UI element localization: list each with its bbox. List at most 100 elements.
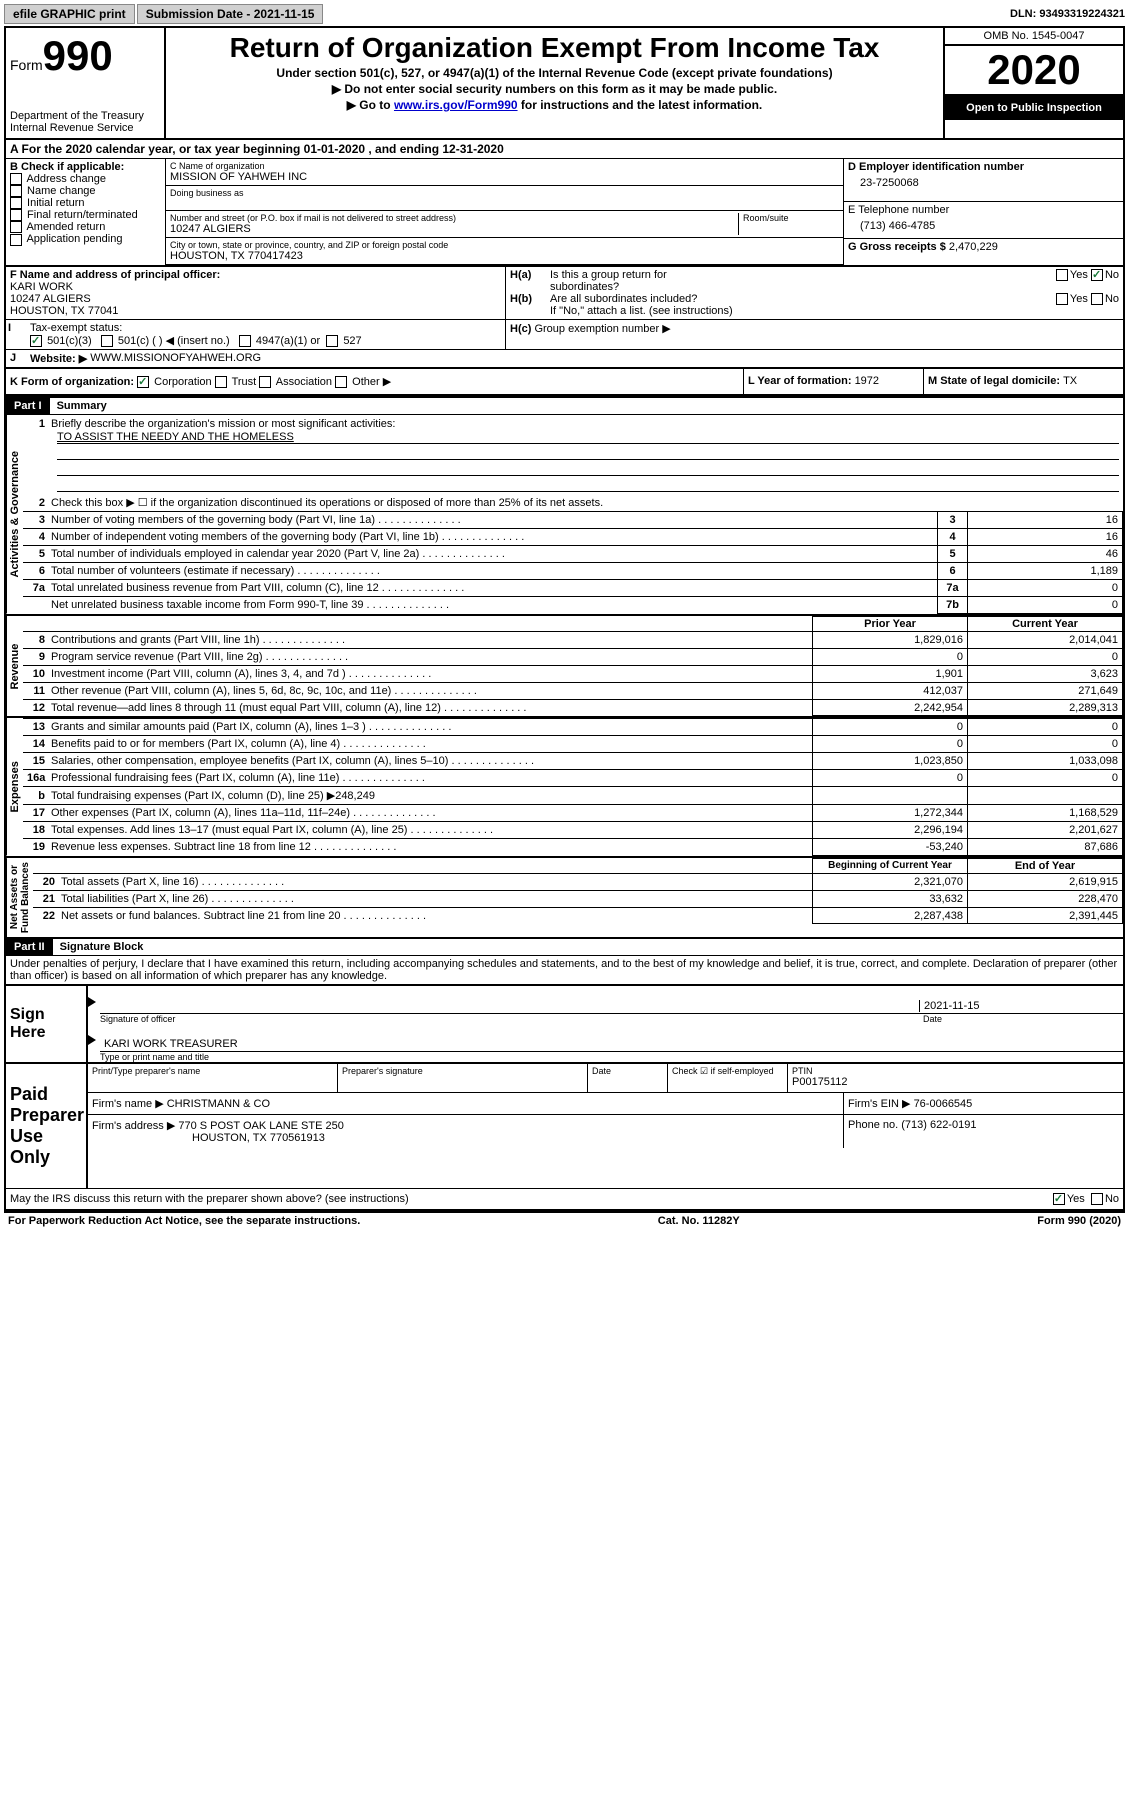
opt-501c3: 501(c)(3) [47, 335, 92, 347]
sig-date: 2021-11-15 [919, 1000, 1119, 1012]
4947-checkbox[interactable] [239, 335, 251, 347]
exp-row: bTotal fundraising expenses (Part IX, co… [23, 787, 1123, 805]
hb-text: Are all subordinates included? [550, 293, 1056, 305]
colb-checkbox[interactable] [10, 173, 22, 185]
entity-block: B Check if applicable: Address change Na… [6, 159, 1123, 267]
colb-checkbox[interactable] [10, 221, 22, 233]
colb-checkbox[interactable] [10, 209, 22, 221]
dba-cell: Doing business as [166, 186, 843, 211]
yes-label3: Yes [1067, 1193, 1085, 1205]
activities-section: Activities & Governance 1 Briefly descri… [6, 415, 1123, 616]
revenue-table: Prior YearCurrent Year 8Contributions an… [23, 616, 1123, 717]
activities-vlabel: Activities & Governance [6, 415, 23, 614]
yes-label: Yes [1070, 269, 1088, 281]
hc-cell: H(c) Group exemption number ▶ [506, 320, 1123, 349]
efile-button[interactable]: efile GRAPHIC print [4, 4, 135, 24]
col-l: L Year of formation: 1972 [743, 369, 923, 394]
colb-checkbox[interactable] [10, 185, 22, 197]
firm-ein: 76-0066545 [914, 1098, 973, 1110]
netassets-section: Net Assets or Fund Balances Beginning of… [6, 858, 1123, 939]
tax-year: 2020 [945, 46, 1123, 96]
prep-date-label: Date [588, 1064, 668, 1092]
dept-label: Department of the Treasury Internal Reve… [10, 110, 160, 134]
column-c: C Name of organization MISSION OF YAHWEH… [166, 159, 843, 265]
col-l-label: L Year of formation: [748, 375, 855, 387]
discuss-yes-checkbox[interactable] [1053, 1193, 1065, 1205]
ha-no-checkbox[interactable] [1091, 269, 1103, 281]
gov-row: 3Number of voting members of the governi… [23, 512, 1123, 529]
501c-checkbox[interactable] [101, 335, 113, 347]
col-m-label: M State of legal domicile: [928, 375, 1063, 387]
tax-exempt-label: Tax-exempt status: [30, 322, 122, 334]
officer-cell: F Name and address of principal officer:… [6, 267, 506, 319]
mission-text: TO ASSIST THE NEEDY AND THE HOMELESS [57, 431, 1119, 444]
hc-label: H(c) [510, 323, 531, 335]
expenses-table: 13Grants and similar amounts paid (Part … [23, 718, 1123, 856]
ein-value: 23-7250068 [848, 173, 1119, 193]
exp-row: 19Revenue less expenses. Subtract line 1… [23, 839, 1123, 856]
form-title: Return of Organization Exempt From Incom… [170, 32, 939, 64]
527-checkbox[interactable] [326, 335, 338, 347]
hb-yes-checkbox[interactable] [1056, 293, 1068, 305]
inspection-notice: Open to Public Inspection [945, 96, 1123, 120]
opt-501c: 501(c) ( ) ◀ (insert no.) [118, 335, 230, 347]
ha-text1: Is this a group return for [550, 269, 667, 281]
room-label: Room/suite [743, 213, 839, 223]
sign-here-section: Sign Here 2021-11-15 Signature of office… [6, 984, 1123, 1062]
officer-name-label: Type or print name and title [100, 1052, 1123, 1062]
omb-number: OMB No. 1545-0047 [945, 28, 1123, 46]
sig-arrow-icon [88, 997, 96, 1007]
data-row: 12Total revenue—add lines 8 through 11 (… [23, 699, 1123, 716]
ein-label: D Employer identification number [848, 161, 1119, 173]
gov-row: 6Total number of volunteers (estimate if… [23, 563, 1123, 580]
col-k-label: K Form of organization: [10, 376, 134, 388]
no-label: No [1105, 269, 1119, 281]
501c3-checkbox[interactable] [30, 335, 42, 347]
corp-checkbox[interactable] [137, 376, 149, 388]
exp-row: 17Other expenses (Part IX, column (A), l… [23, 805, 1123, 822]
dln-label: DLN: [1010, 8, 1039, 20]
irs-link[interactable]: www.irs.gov/Form990 [394, 98, 518, 112]
col-k: K Form of organization: Corporation Trus… [6, 369, 743, 394]
gov-row: 7aTotal unrelated business revenue from … [23, 580, 1123, 597]
website-label: Website: ▶ [30, 352, 87, 365]
trust-checkbox[interactable] [215, 376, 227, 388]
firm-phone: (713) 622-0191 [901, 1119, 976, 1131]
hb-note: If "No," attach a list. (see instruction… [510, 305, 1119, 317]
revenue-vlabel: Revenue [6, 616, 23, 717]
ha-label: H(a) [510, 269, 550, 293]
note-1: ▶ Do not enter social security numbers o… [170, 82, 939, 96]
ha-yes-checkbox[interactable] [1056, 269, 1068, 281]
other-checkbox[interactable] [335, 376, 347, 388]
data-row: 10Investment income (Part VIII, column (… [23, 665, 1123, 682]
part2-header: Part II [6, 939, 53, 955]
tax-exempt-row: I Tax-exempt status: 501(c)(3) 501(c) ( … [6, 320, 1123, 350]
colb-checkbox[interactable] [10, 197, 22, 209]
colb-item: Application pending [10, 233, 161, 245]
gross-value: 2,470,229 [949, 241, 998, 253]
expenses-vlabel: Expenses [6, 718, 23, 856]
discuss-row: May the IRS discuss this return with the… [6, 1189, 1123, 1209]
declaration-text: Under penalties of perjury, I declare th… [6, 956, 1123, 984]
firm-addr-label: Firm's address ▶ [92, 1120, 178, 1132]
submission-date-button[interactable]: Submission Date - 2021-11-15 [137, 4, 324, 24]
part1-header-row: Part I Summary [6, 396, 1123, 415]
page-footer: For Paperwork Reduction Act Notice, see … [4, 1211, 1125, 1229]
begin-year-header: Beginning of Current Year [813, 858, 968, 873]
website-row: J Website: ▶ WWW.MISSIONOFYAHWEH.ORG [6, 350, 1123, 369]
hb-no-checkbox[interactable] [1091, 293, 1103, 305]
assoc-checkbox[interactable] [259, 376, 271, 388]
city-cell: City or town, state or province, country… [166, 238, 843, 265]
colb-item: Initial return [10, 197, 161, 209]
header-left: Form990 Department of the Treasury Inter… [6, 28, 166, 138]
dln-value: 93493319224321 [1039, 8, 1125, 20]
officer-street: 10247 ALGIERS [10, 293, 501, 305]
discuss-no-checkbox[interactable] [1091, 1193, 1103, 1205]
officer-typed-name: KARI WORK TREASURER [100, 1024, 1123, 1052]
cat-no: Cat. No. 11282Y [658, 1215, 740, 1227]
colb-checkbox[interactable] [10, 234, 22, 246]
city-value: HOUSTON, TX 770417423 [170, 250, 839, 262]
officer-label: F Name and address of principal officer: [10, 269, 501, 281]
column-right: D Employer identification number 23-7250… [843, 159, 1123, 265]
prep-name-label: Print/Type preparer's name [88, 1064, 338, 1092]
